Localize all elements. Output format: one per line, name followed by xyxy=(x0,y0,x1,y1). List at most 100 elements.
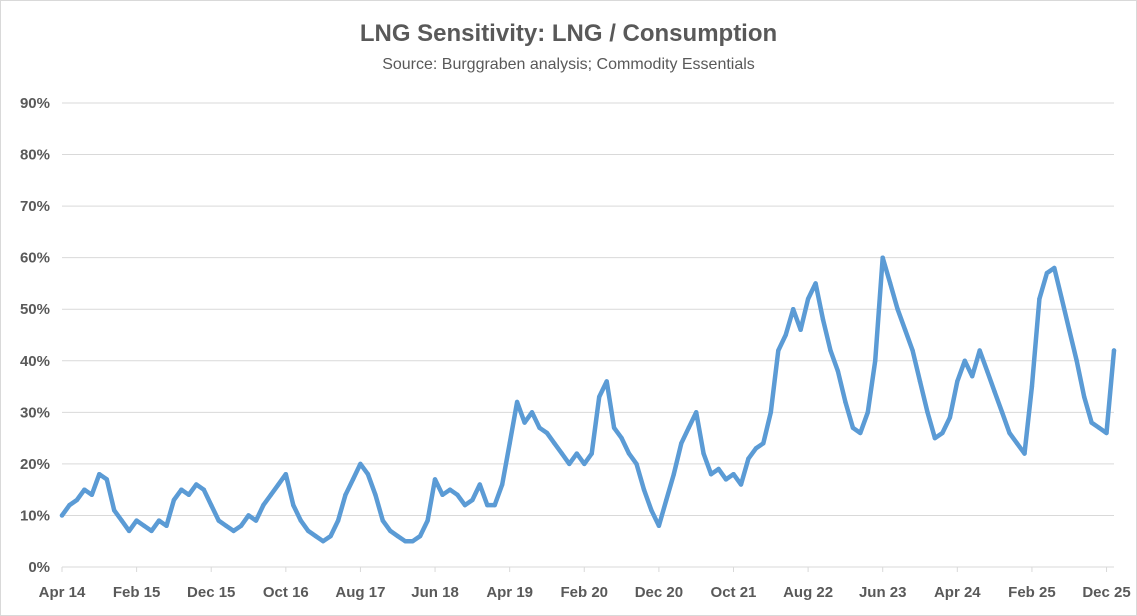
x-tick-label: Dec 20 xyxy=(635,584,683,601)
data-point xyxy=(231,528,236,534)
data-point xyxy=(768,410,773,415)
data-point xyxy=(455,492,460,497)
data-point xyxy=(216,518,221,523)
data-point xyxy=(201,487,206,492)
data-point xyxy=(395,533,400,539)
x-tick-label: Aug 22 xyxy=(783,584,833,601)
data-point xyxy=(865,410,870,415)
data-point xyxy=(902,327,908,332)
data-point xyxy=(164,523,169,528)
data-point xyxy=(447,487,453,492)
data-point xyxy=(335,518,341,523)
data-point xyxy=(671,472,676,477)
data-point xyxy=(955,379,960,384)
data-point xyxy=(656,523,662,528)
data-point xyxy=(507,441,512,446)
data-point xyxy=(626,451,632,456)
data-point xyxy=(141,523,147,528)
data-point xyxy=(500,482,505,487)
data-point xyxy=(925,410,930,415)
data-point xyxy=(313,533,318,539)
data-point xyxy=(1007,430,1012,436)
data-point xyxy=(209,502,214,508)
data-point xyxy=(604,379,609,384)
data-point xyxy=(679,441,684,446)
data-point xyxy=(1037,296,1042,302)
data-point xyxy=(283,472,288,477)
data-point xyxy=(149,528,154,534)
data-point xyxy=(350,477,356,482)
data-point xyxy=(529,410,535,415)
data-point xyxy=(977,348,982,353)
data-point xyxy=(999,410,1005,415)
gridlines xyxy=(61,102,1114,572)
data-point xyxy=(641,487,647,492)
data-point xyxy=(686,425,691,430)
data-point xyxy=(664,497,669,503)
data-point xyxy=(246,513,251,518)
x-tick-label: Oct 21 xyxy=(711,584,757,601)
data-point xyxy=(552,441,557,446)
data-point xyxy=(828,348,833,353)
data-point xyxy=(328,533,333,539)
x-tick-label: Apr 19 xyxy=(486,584,533,601)
data-point xyxy=(694,410,699,415)
data-point xyxy=(179,487,184,492)
data-point xyxy=(306,528,311,534)
data-point xyxy=(880,255,885,260)
data-point xyxy=(432,477,438,482)
data-point xyxy=(1059,296,1065,302)
data-point xyxy=(425,518,430,523)
data-point xyxy=(89,492,95,497)
data-point xyxy=(589,451,594,456)
data-point xyxy=(514,399,520,405)
data-point xyxy=(716,466,721,472)
data-point xyxy=(388,528,393,534)
data-point xyxy=(634,461,639,467)
data-point xyxy=(1111,348,1117,353)
data-point xyxy=(813,281,818,286)
data-point xyxy=(611,425,617,430)
data-point xyxy=(126,528,132,534)
data-point xyxy=(119,518,124,523)
x-tick-label: Apr 14 xyxy=(39,584,86,601)
data-point xyxy=(731,472,736,477)
data-point xyxy=(940,430,945,436)
data-point xyxy=(373,492,378,497)
data-point xyxy=(470,497,475,503)
data-point xyxy=(985,368,990,374)
data-point xyxy=(992,389,997,394)
data-point xyxy=(783,332,788,338)
data-point xyxy=(276,482,281,487)
data-point xyxy=(873,358,878,363)
data-point xyxy=(746,456,751,461)
chart-title: LNG Sensitivity: LNG / Consumption xyxy=(359,20,778,47)
data-point xyxy=(365,472,371,477)
data-point xyxy=(380,518,385,523)
data-point xyxy=(97,472,102,477)
data-point xyxy=(253,518,259,523)
data-point xyxy=(223,523,229,528)
data-point xyxy=(1044,270,1050,276)
data-point xyxy=(791,307,796,312)
data-point xyxy=(343,492,348,497)
x-tick-label: Feb 20 xyxy=(561,584,609,601)
data-point xyxy=(798,327,803,332)
data-point xyxy=(477,482,482,487)
data-point xyxy=(895,307,900,312)
data-point xyxy=(708,472,714,477)
data-point xyxy=(544,430,550,436)
data-point xyxy=(1014,441,1020,446)
data-point xyxy=(74,497,80,503)
data-point xyxy=(358,461,363,467)
data-point xyxy=(67,502,72,508)
data-point xyxy=(492,502,497,508)
data-point xyxy=(753,446,759,451)
data-point xyxy=(932,435,938,441)
data-point xyxy=(843,399,848,405)
data-point xyxy=(970,374,975,379)
data-point xyxy=(410,539,415,544)
y-tick-label: 30% xyxy=(20,404,50,421)
data-point xyxy=(723,477,729,482)
y-tick-label: 60% xyxy=(20,250,50,267)
